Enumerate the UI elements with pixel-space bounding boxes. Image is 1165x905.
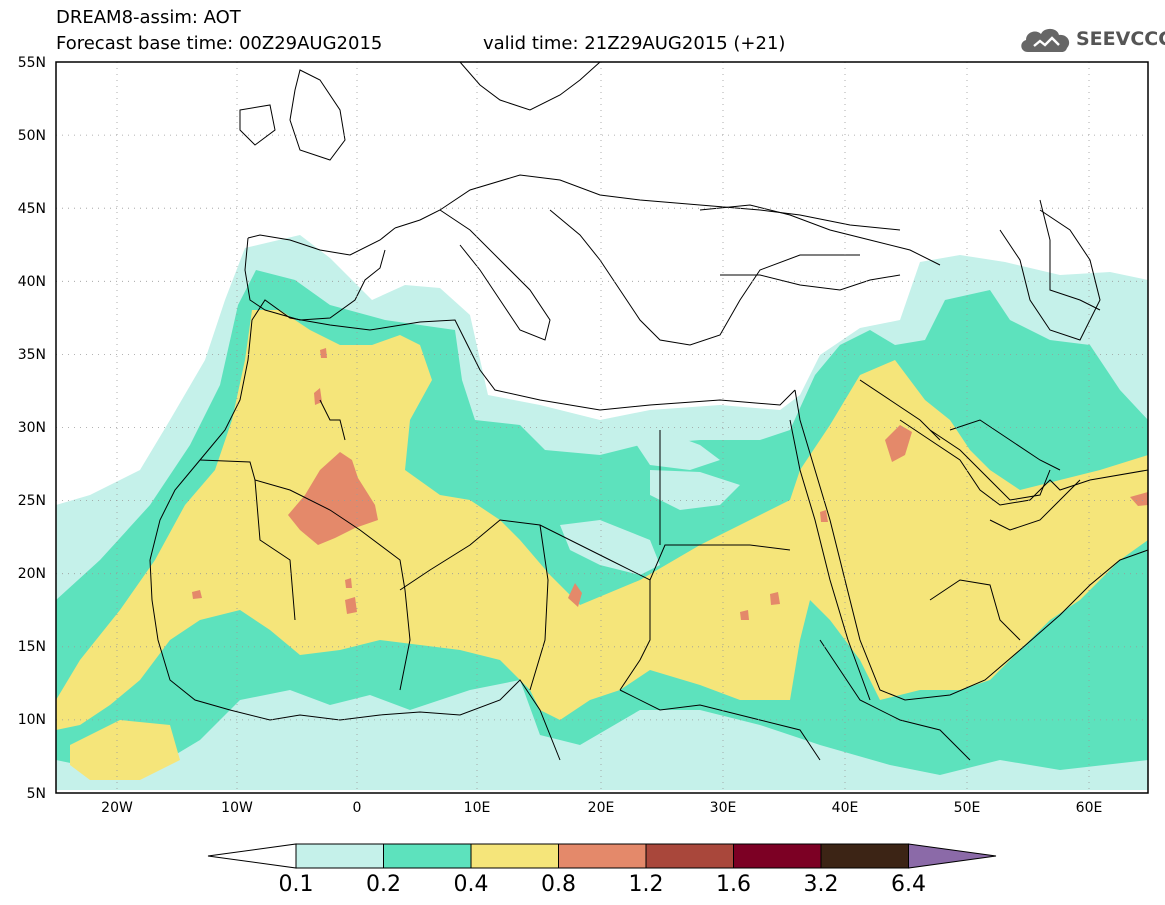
- lat-label: 35N: [18, 347, 46, 363]
- colorbar-segment: [733, 843, 822, 869]
- colorbar-segment: [470, 843, 559, 869]
- cloud-icon: [1021, 28, 1070, 52]
- map-title: DREAM8-assim: AOT: [56, 7, 241, 28]
- valid-time: valid time: 21Z29AUG2015 (+21): [483, 33, 786, 54]
- colorbar-under-arrow: [207, 843, 297, 869]
- seevccc-logo: SEEVCCC: [1018, 24, 1165, 56]
- map-panel: 55N 50N 45N 40N 35N 30N 25N 20N 15N 10N …: [18, 55, 1149, 816]
- coastlines: [149, 62, 1148, 761]
- colorbar-label: 0.4: [454, 872, 489, 897]
- aot-field: [56, 235, 1148, 790]
- lon-label: 30E: [710, 800, 737, 816]
- aot-band-0.1-islands: [560, 430, 740, 575]
- colorbar-label: 1.6: [716, 872, 751, 897]
- aot-band-0.4: [56, 310, 1148, 780]
- colorbar-segment: [558, 843, 647, 869]
- colorbar-segment: [295, 843, 384, 869]
- longitude-labels: 20W 10W 0 10E 20E 30E 40E 50E 60E: [101, 800, 1102, 816]
- colorbar: 0.1 0.2 0.4 0.8 1.2 1.6 3.2 6.4: [207, 843, 997, 897]
- lon-label: 60E: [1076, 800, 1103, 816]
- forecast-base-time: Forecast base time: 00Z29AUG2015: [56, 33, 383, 54]
- lon-label: 20W: [101, 800, 133, 816]
- colorbar-segment: [820, 843, 909, 869]
- colorbar-segment: [645, 843, 734, 869]
- colorbar-label: 6.4: [891, 872, 926, 897]
- colorbar-label: 3.2: [804, 872, 839, 897]
- lon-label: 10E: [464, 800, 491, 816]
- lon-label: 50E: [954, 800, 981, 816]
- lat-label: 25N: [18, 493, 46, 509]
- colorbar-over-arrow: [908, 843, 997, 869]
- lat-label: 20N: [18, 566, 46, 582]
- lat-label: 5N: [27, 786, 46, 802]
- lat-label: 10N: [18, 712, 46, 728]
- map-frame: [55, 61, 1149, 794]
- lat-label: 50N: [18, 128, 46, 144]
- lat-label: 40N: [18, 274, 46, 290]
- lat-label: 30N: [18, 420, 46, 436]
- lon-label: 20E: [588, 800, 615, 816]
- graticule: [56, 62, 1148, 793]
- colorbar-label: 0.1: [279, 872, 314, 897]
- aot-band-0.8: [192, 348, 1148, 620]
- colorbar-segment: [383, 843, 472, 869]
- lat-label: 45N: [18, 201, 46, 217]
- lat-label: 55N: [18, 55, 46, 71]
- lon-label: 10W: [221, 800, 253, 816]
- latitude-labels: 55N 50N 45N 40N 35N 30N 25N 20N 15N 10N …: [18, 55, 46, 802]
- lat-label: 15N: [18, 639, 46, 655]
- colorbar-label: 1.2: [629, 872, 664, 897]
- colorbar-label: 0.2: [366, 872, 401, 897]
- lon-label: 0: [353, 800, 362, 816]
- logo-text: SEEVCCC: [1076, 28, 1165, 50]
- lon-label: 40E: [832, 800, 859, 816]
- colorbar-label: 0.8: [541, 872, 576, 897]
